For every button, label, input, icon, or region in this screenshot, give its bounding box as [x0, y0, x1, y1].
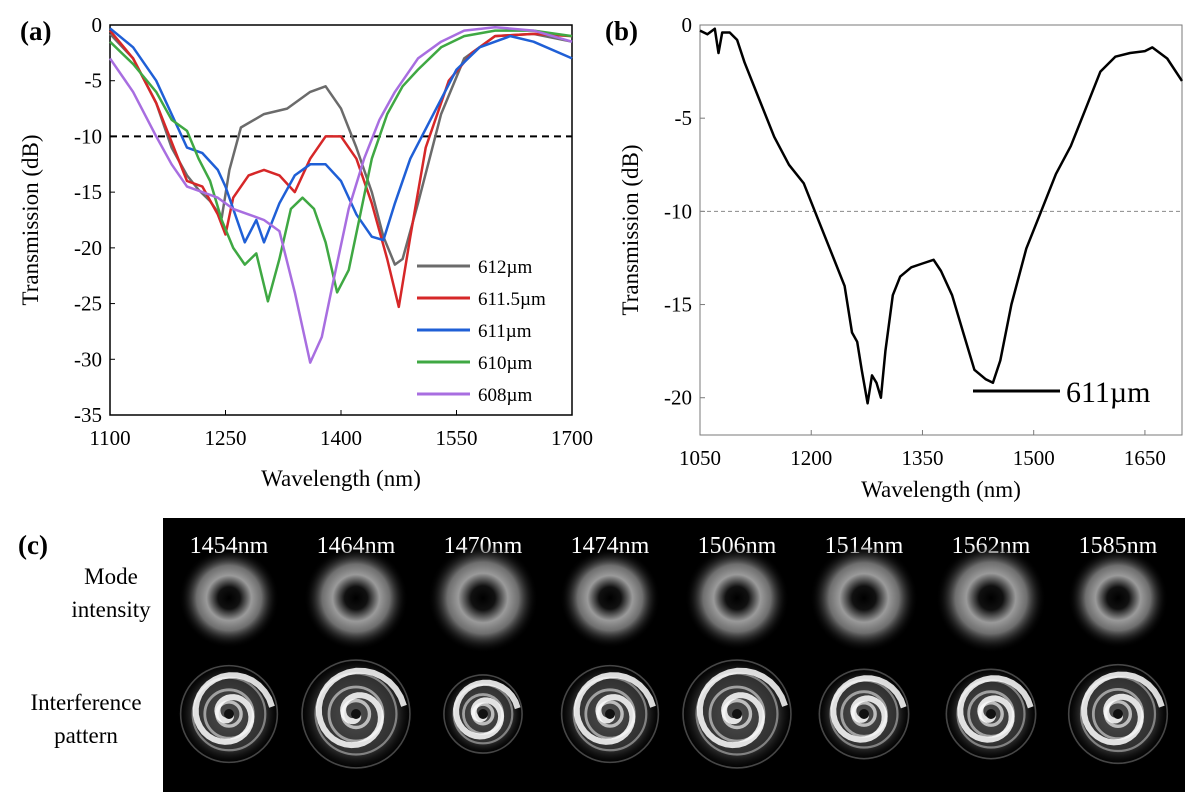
interference-core [478, 709, 488, 719]
interference-pattern-image-6 [943, 666, 1039, 762]
interference-ring [818, 668, 910, 760]
chart-a-xtick-label: 1250 [205, 426, 247, 450]
interference-core [986, 709, 996, 719]
interference-ring [945, 668, 1037, 760]
legend-b-label: 611µm [1066, 376, 1151, 409]
chart-a-ytick-label: 0 [92, 13, 103, 37]
interference-core [605, 709, 615, 719]
chart-b-xtick-label: 1050 [679, 446, 721, 470]
interference-pattern-image-3 [558, 662, 662, 766]
interference-spiral [696, 667, 788, 749]
interference-pattern-image-2 [441, 672, 525, 756]
chart-a-xtick-label: 1100 [89, 426, 130, 450]
mode-intensity-image-6 [936, 543, 1046, 653]
chart-a-series-line-4 [108, 25, 573, 364]
chart-a-ytick-label: -5 [85, 69, 103, 93]
chart-b-ylabel: Transmission (dB) [618, 144, 643, 315]
interference-ring [682, 659, 792, 769]
interference-ring [1067, 663, 1169, 765]
interference-pattern-image-5 [816, 666, 912, 762]
panel-label-b: (b) [605, 16, 638, 46]
chart-b-ytick-label: 0 [682, 13, 693, 37]
panel-label-c: (c) [18, 530, 48, 560]
chart-b-xtick-label: 1650 [1124, 446, 1166, 470]
interference-pattern-image-4 [679, 656, 795, 772]
mode-intensity-image-2 [428, 543, 538, 653]
interference-pattern-image-0 [177, 662, 281, 766]
chart-a: 1100 1250 1400 1550 1700 0 -5 -10 -15 -20 -25 -30 -3… [18, 13, 593, 491]
chart-b-xtick-label: 1500 [1013, 446, 1055, 470]
mode-intensity-image-3 [560, 548, 660, 648]
chart-a-ytick-label: -35 [74, 403, 102, 427]
chart-a-xtick-label: 1550 [436, 426, 478, 450]
legend-a-label-3: 610µm [478, 353, 532, 374]
mode-intensity-image-0 [179, 548, 279, 648]
interference-core [351, 709, 361, 719]
legend-a-label-0: 612µm [478, 257, 532, 278]
mode-intensity-label-line1: Mode [84, 564, 138, 589]
mode-intensity-image-1 [304, 546, 408, 650]
chart-a-xlabel: Wavelength (nm) [261, 466, 421, 491]
legend-a-label-1: 611.5µm [478, 289, 546, 310]
chart-a-series-line-1 [109, 29, 573, 309]
chart-a-xtick-label: 1400 [320, 426, 362, 450]
panel-label-a: (a) [20, 16, 51, 46]
interference-spiral [830, 675, 907, 743]
interference-spiral [1081, 671, 1165, 746]
chart-b-ytick-label: -20 [664, 386, 692, 410]
chart-a-ytick-label: -25 [74, 292, 102, 316]
interference-label-line1: Interference [30, 690, 141, 715]
interference-core [732, 709, 742, 719]
chart-b-frame [699, 24, 1183, 436]
interference-core [859, 709, 869, 719]
interference-ring [560, 664, 660, 764]
chart-b-xlabel: Wavelength (nm) [861, 477, 1021, 502]
mode-intensity-image-5 [810, 544, 918, 652]
chart-a-ytick-label: -20 [74, 236, 102, 260]
legend-a-label-2: 611µm [478, 321, 532, 342]
mode-intensity-label-line2: intensity [71, 597, 151, 622]
mode-image-panel: Mode intensity Interference pattern 1454… [30, 518, 1185, 792]
chart-a-xtick-label: 1700 [551, 426, 593, 450]
chart-a-ytick-label: -30 [74, 347, 102, 371]
interference-pattern-image-1 [298, 656, 414, 772]
chart-b-ytick-label: -10 [664, 199, 692, 223]
chart-b-series-line-0 [699, 27, 1184, 405]
chart-b: 1050 1200 1350 1500 1650 0 -5 -10 -15 -20 611µm Wa… [618, 13, 1184, 502]
mode-intensity-image-4 [685, 546, 789, 650]
chart-a-series-line-0 [109, 32, 573, 266]
chart-a-ytick-label: -15 [74, 180, 102, 204]
interference-ring [301, 659, 411, 769]
interference-ring [179, 664, 279, 764]
interference-pattern-image-7 [1065, 661, 1171, 767]
chart-a-ytick-label: -10 [74, 124, 102, 148]
interference-core [224, 709, 234, 719]
chart-b-xtick-label: 1350 [901, 446, 943, 470]
chart-a-series-line-3 [109, 29, 573, 303]
interference-spiral [192, 672, 275, 745]
legend-a-label-4: 608µm [478, 385, 532, 406]
mode-intensity-image-7 [1068, 548, 1168, 648]
chart-b-xtick-label: 1200 [790, 446, 832, 470]
interference-spiral [315, 667, 407, 749]
interference-core [1113, 709, 1123, 719]
chart-b-ytick-label: -15 [664, 293, 692, 317]
interference-spiral [453, 679, 521, 740]
interference-spiral [573, 672, 656, 745]
chart-b-ytick-label: -5 [675, 106, 693, 130]
interference-ring [443, 674, 523, 754]
interference-spiral [957, 675, 1034, 743]
chart-a-ylabel: Transmission (dB) [18, 134, 43, 305]
interference-label-line2: pattern [54, 723, 118, 748]
